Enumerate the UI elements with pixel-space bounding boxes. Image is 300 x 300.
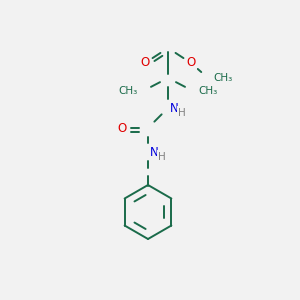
- Text: O: O: [140, 56, 150, 70]
- Text: N: N: [169, 101, 178, 115]
- Text: O: O: [186, 56, 196, 70]
- Text: O: O: [117, 122, 127, 134]
- Text: CH₃: CH₃: [213, 73, 232, 83]
- Text: CH₃: CH₃: [198, 86, 217, 96]
- Text: H: H: [178, 108, 186, 118]
- Text: H: H: [158, 152, 166, 162]
- Text: CH₃: CH₃: [119, 86, 138, 96]
- Text: N: N: [150, 146, 158, 158]
